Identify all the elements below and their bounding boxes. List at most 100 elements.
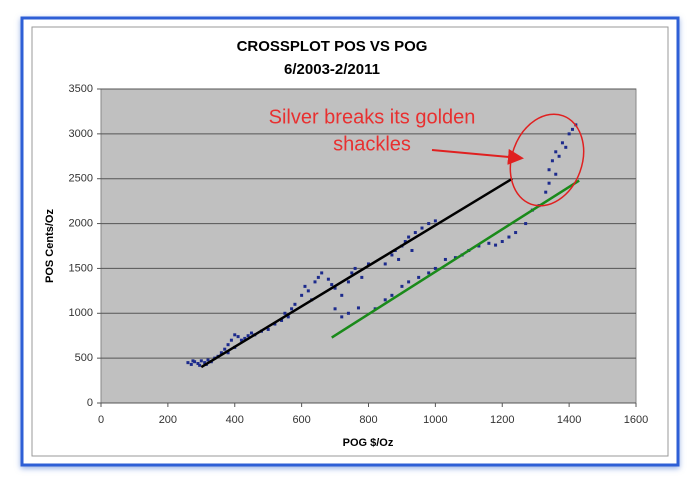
scatter-point — [353, 266, 357, 270]
scatter-point — [433, 266, 437, 270]
scatter-point — [403, 240, 407, 244]
y-tick-label: 1500 — [69, 262, 93, 274]
scatter-point — [560, 141, 564, 145]
scatter-point — [326, 277, 330, 281]
annotation-line: Silver breaks its golden — [269, 106, 476, 128]
x-tick-label: 600 — [292, 414, 310, 426]
scatter-point — [360, 275, 364, 279]
y-tick-label: 3500 — [69, 83, 93, 95]
scatter-point — [290, 307, 294, 311]
trend-line — [331, 179, 580, 339]
scatter-point — [524, 222, 528, 226]
scatter-point — [189, 362, 193, 366]
scatter-point — [400, 284, 404, 288]
scatter-point — [233, 333, 237, 337]
scatter-point — [226, 343, 230, 347]
scatter-point — [246, 334, 250, 338]
scatter-point — [306, 289, 310, 293]
scatter-point — [223, 347, 227, 351]
trend-line — [200, 177, 513, 369]
scatter-point — [303, 284, 307, 288]
scatter-point — [554, 172, 558, 176]
scatter-point — [413, 231, 417, 235]
scatter-point — [196, 362, 200, 366]
scatter-point — [346, 280, 350, 284]
x-tick-label: 0 — [98, 414, 104, 426]
scatter-point — [191, 359, 195, 363]
scatter-point — [554, 150, 558, 154]
scatter-point — [313, 280, 317, 284]
scatter-point — [203, 361, 207, 365]
scatter-point — [547, 181, 551, 185]
y-tick-label: 3000 — [69, 128, 93, 140]
scatter-point — [239, 338, 243, 342]
scatter-point — [477, 244, 481, 248]
scatter-point — [346, 311, 350, 315]
scatter-point — [407, 235, 411, 239]
scatter-point — [427, 271, 431, 275]
y-tick-label: 0 — [87, 397, 93, 409]
scatter-point — [443, 257, 447, 261]
scatter-point — [280, 318, 284, 322]
marks — [186, 123, 580, 369]
scatter-point — [300, 293, 304, 297]
scatter-point — [320, 271, 324, 275]
scatter-point — [557, 154, 561, 158]
scatter-point — [514, 231, 518, 235]
y-tick-label: 500 — [75, 352, 93, 364]
scatter-point — [186, 361, 190, 365]
scatter-point — [330, 283, 334, 287]
scatter-point — [390, 293, 394, 297]
scatter-point — [266, 327, 270, 331]
scatter-point — [243, 336, 247, 340]
scatter-point — [356, 306, 360, 310]
scatter-point — [229, 338, 233, 342]
scatter-point — [407, 280, 411, 284]
scatter-point — [367, 262, 370, 266]
highlight-ellipse — [509, 113, 585, 207]
scatter-point — [226, 351, 230, 355]
scatter-point — [340, 293, 344, 297]
scatter-point — [487, 241, 491, 245]
x-axis-label: POG $/Oz — [343, 437, 394, 449]
scatter-point — [410, 248, 414, 252]
y-tick-label: 2000 — [69, 217, 93, 229]
chart-title: CROSSPLOT POS VS POG — [237, 38, 428, 55]
scatter-point — [567, 132, 571, 136]
scatter-point — [420, 226, 424, 230]
scatter-point — [199, 359, 203, 363]
chart-subtitle: 6/2003-2/2011 — [284, 61, 380, 78]
scatter-point — [417, 275, 421, 279]
scatter-point — [547, 168, 551, 172]
scatter-point — [193, 360, 197, 364]
scatter-point — [293, 302, 297, 306]
scatter-point — [340, 315, 344, 319]
scatter-point — [198, 363, 202, 367]
x-tick-label: 1200 — [490, 414, 514, 426]
scatter-point — [316, 275, 320, 279]
x-tick-label: 1400 — [557, 414, 581, 426]
scatter-point — [550, 159, 554, 163]
scatter-point — [283, 311, 287, 315]
annotation-arrow — [431, 148, 524, 165]
x-tick-label: 1000 — [423, 414, 447, 426]
scatter-point — [333, 307, 337, 311]
scatter-point — [383, 298, 387, 302]
scatter-point — [500, 240, 504, 244]
y-axis-label: POS Cents/Oz — [44, 209, 56, 283]
annotation-line: shackles — [333, 133, 411, 155]
x-tick-label: 1600 — [624, 414, 648, 426]
scatter-point — [273, 322, 277, 326]
x-tick-label: 800 — [359, 414, 377, 426]
grid: 0 500 1000 1500 2000 2500 3000 3500 0 200 400 600 80… — [69, 83, 649, 426]
scatter-point — [390, 253, 394, 257]
scatter-point — [494, 243, 498, 247]
scatter-point — [383, 262, 387, 266]
scatter-point — [350, 271, 354, 275]
scatter-point — [397, 257, 401, 261]
scatter-point — [249, 331, 253, 335]
x-tick-label: 400 — [226, 414, 244, 426]
scatter-point — [433, 219, 437, 223]
